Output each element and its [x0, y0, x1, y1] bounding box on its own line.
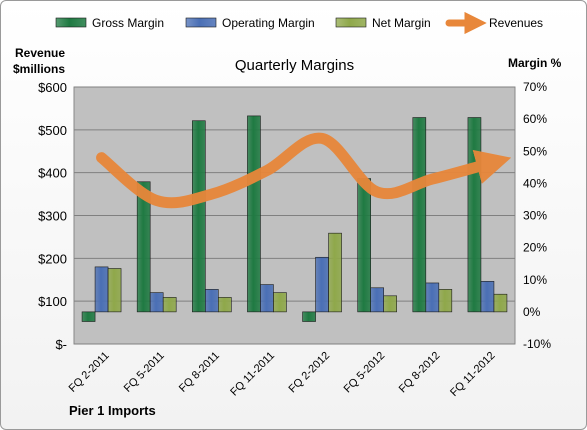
left-tick-label: $600 [38, 80, 67, 95]
bar-operating-margin [480, 281, 495, 313]
legend-label: Gross Margin [92, 16, 164, 30]
x-tick-label: FQ 8-2011 [177, 350, 222, 395]
bar-net-margin [328, 232, 342, 313]
bar-operating-margin [94, 266, 109, 313]
left-tick-label: $100 [38, 294, 67, 309]
right-tick-label: 20% [523, 241, 547, 255]
bar-net-margin [162, 297, 177, 313]
right-tick-label: 30% [523, 209, 547, 223]
bar-net-margin [493, 293, 508, 313]
x-tick-label: FQ 5-2012 [342, 350, 388, 396]
bar-operating-margin [149, 292, 164, 313]
right-tick-label: 50% [523, 144, 547, 158]
right-tick-label: 70% [523, 80, 547, 94]
bar-net-margin [273, 292, 287, 313]
bar-gross-margin [412, 117, 427, 313]
right-tick-label: 40% [523, 176, 547, 190]
x-tick-label: FQ 2-2012 [287, 350, 333, 396]
bar-net-margin [218, 297, 232, 313]
right-axis-label: Margin % [508, 56, 562, 70]
x-tick-label: FQ 11-2011 [228, 350, 277, 399]
x-tick-label: FQ 8-2012 [397, 350, 443, 396]
legend-swatch [335, 17, 367, 28]
bar-operating-margin [315, 256, 329, 313]
x-tick-label: FQ 2-2011 [67, 350, 112, 395]
legend-label: Operating Margin [222, 16, 315, 30]
bar-gross-margin [192, 120, 206, 313]
bar-net-margin [438, 289, 453, 313]
legend-label: Revenues [489, 16, 543, 30]
bar-gross-margin [302, 311, 316, 322]
right-tick-label: -10% [523, 337, 551, 351]
bar-gross-margin [467, 117, 482, 313]
bar-operating-margin [370, 287, 384, 313]
legend-swatch [185, 17, 217, 28]
x-tick-label: FQ 5-2011 [122, 350, 167, 395]
bar-operating-margin [425, 282, 440, 313]
bar-gross-margin [247, 115, 261, 313]
legend-label: Net Margin [372, 16, 431, 30]
revenues-line [96, 132, 512, 209]
x-tick-label: FQ 11-2012 [448, 350, 497, 399]
bar-gross-margin [357, 178, 371, 313]
right-tick-label: 60% [523, 112, 547, 126]
bar-gross-margin [136, 181, 151, 313]
right-tick-label: 10% [523, 273, 547, 287]
left-tick-label: $400 [38, 166, 67, 181]
bar-net-margin [107, 268, 122, 313]
bar-operating-margin [260, 284, 274, 313]
bar-net-margin [383, 295, 397, 313]
left-axis-label: Revenue [15, 46, 65, 60]
left-tick-label: $- [55, 337, 67, 352]
left-axis-label: $millions [13, 62, 65, 76]
right-tick-label: 0% [523, 305, 541, 319]
bar-operating-margin [205, 289, 219, 313]
chart-title: Quarterly Margins [235, 57, 354, 74]
legend-swatch [55, 17, 87, 28]
left-tick-label: $300 [38, 209, 67, 224]
bar-gross-margin [81, 311, 96, 322]
left-tick-label: $500 [38, 123, 67, 138]
footer-label: Pier 1 Imports [69, 403, 156, 418]
left-tick-label: $200 [38, 251, 67, 266]
